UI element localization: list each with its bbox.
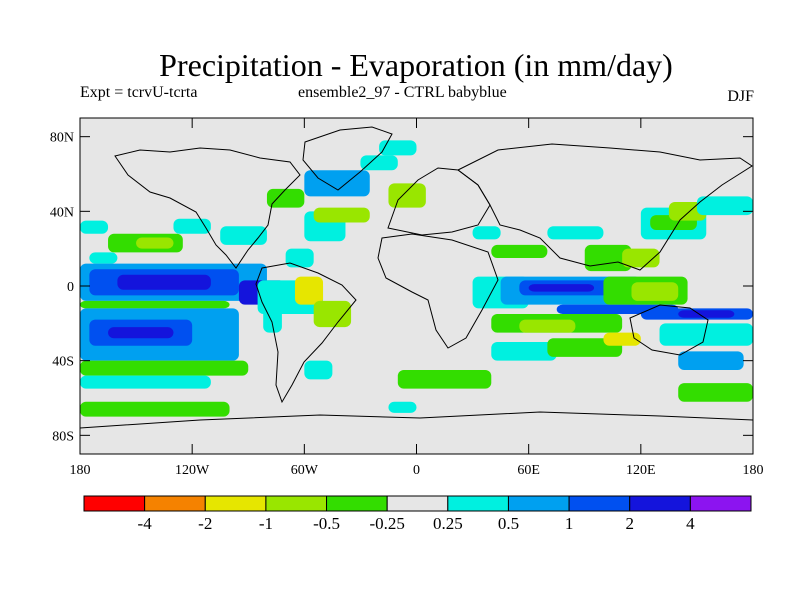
- field-cell-17: [263, 295, 282, 333]
- colorbar-swatch-7: [507, 495, 570, 512]
- field-cell-3: [136, 237, 174, 249]
- field-cell-40: [678, 310, 735, 318]
- coastline-australia: [629, 304, 709, 356]
- field-cell-1: [89, 252, 118, 264]
- field-cell-46: [659, 323, 753, 346]
- field-cell-57: [678, 383, 753, 402]
- field-cell-47: [678, 351, 744, 370]
- field-cell-45: [603, 332, 641, 346]
- field-cell-32: [472, 226, 501, 240]
- field-cell-56: [547, 226, 604, 240]
- colorbar-label-7: 1: [565, 514, 574, 533]
- field-cell-24: [304, 170, 370, 197]
- field-cell-30: [388, 401, 417, 413]
- field-cell-10: [80, 300, 230, 309]
- y-tick-label-3: 40S: [52, 355, 74, 370]
- colorbar-swatch-1: [144, 495, 206, 512]
- colorbar-label-3: -0.5: [313, 514, 340, 533]
- coastline-asia: [457, 143, 753, 271]
- colorbar: -4 -2 -1 -0.5 -0.25 0.25 0.5 1 2 4: [83, 495, 752, 533]
- field-cell-37: [528, 284, 595, 292]
- field-cell-29: [80, 401, 230, 417]
- colorbar-swatch-5: [386, 495, 449, 512]
- field-cell-42: [519, 319, 576, 333]
- colorbar-swatch-0: [83, 495, 146, 512]
- field-cell-8: [117, 274, 211, 290]
- coastlines: [79, 126, 754, 429]
- x-tick-label-5: 120E: [626, 463, 656, 478]
- y-tick-label-0: 80N: [50, 131, 74, 146]
- colorbar-label-0: -4: [138, 514, 153, 533]
- coastline-south-america: [255, 262, 357, 404]
- field-cell-31: [397, 370, 492, 389]
- field-cell-43: [491, 342, 557, 361]
- colorbar-swatch-10: [689, 495, 752, 512]
- field-cell-20: [285, 248, 314, 268]
- field-cell-51: [622, 248, 660, 268]
- x-tick-label-3: 0: [413, 463, 420, 478]
- colorbar-label-9: 4: [686, 514, 695, 533]
- subtitle-season: DJF: [727, 88, 754, 105]
- field-cell-18: [294, 276, 324, 305]
- coastline-greenland: [302, 126, 393, 191]
- colorbar-swatch-9: [629, 495, 691, 512]
- x-tick-label-6: 180: [743, 463, 764, 478]
- subtitle-ensemble: ensemble2_97 - CTRL babyblue: [298, 84, 507, 101]
- field-cell-19: [313, 300, 352, 328]
- field-cell-33: [491, 244, 548, 258]
- field-cell-5: [220, 226, 267, 245]
- subtitle-experiment: Expt = tcrvU-tcrta: [80, 84, 197, 101]
- field-cell-4: [173, 218, 211, 234]
- field-cell-14: [80, 360, 249, 376]
- latitude-axis: 80N 40N 0 40S 80S: [50, 131, 753, 444]
- colorbar-swatch-4: [326, 495, 388, 512]
- colorbar-label-1: -2: [198, 514, 212, 533]
- map-panel: 80N 40N 0 40S 80S 180 120W 60W 0 60E 120E 180: [50, 117, 764, 478]
- x-tick-label-2: 60W: [291, 463, 319, 478]
- coastline-africa: [377, 233, 499, 349]
- field-cell-22: [313, 207, 370, 223]
- colorbar-swatch-3: [265, 495, 328, 512]
- chart-title: Precipitation - Evaporation (in mm/day): [159, 47, 673, 83]
- field-cell-26: [379, 140, 417, 156]
- field-cell-55: [696, 196, 753, 216]
- colorbar-swatch-2: [204, 495, 267, 512]
- field-cell-25: [360, 155, 398, 171]
- field-cell-27: [388, 183, 426, 208]
- coastline-antarctica: [79, 411, 754, 429]
- colorbar-label-5: 0.25: [433, 514, 463, 533]
- field-cell-23: [266, 188, 305, 208]
- field-cell-13: [108, 327, 174, 339]
- x-tick-label-1: 120W: [175, 463, 210, 478]
- precip-field: [80, 140, 753, 417]
- colorbar-label-8: 2: [625, 514, 634, 533]
- y-tick-label-4: 80S: [52, 429, 74, 444]
- field-cell-50: [584, 244, 632, 272]
- longitude-axis: 180 120W 60W 0 60E 120E 180: [70, 118, 764, 478]
- field-cell-0: [80, 220, 109, 234]
- y-tick-label-2: 0: [67, 280, 74, 295]
- y-tick-label-1: 40N: [50, 205, 74, 220]
- field-cell-49: [631, 282, 679, 301]
- colorbar-swatch-8: [568, 495, 631, 512]
- colorbar-label-4: -0.25: [369, 514, 404, 533]
- colorbar-label-2: -1: [259, 514, 273, 533]
- colorbar-swatch-6: [447, 495, 509, 512]
- field-cell-44: [547, 338, 623, 357]
- colorbar-label-6: 0.5: [498, 514, 519, 533]
- x-tick-label-0: 180: [70, 463, 91, 478]
- field-cell-15: [80, 375, 211, 389]
- field-cell-28: [304, 360, 333, 380]
- coastline-north-america: [114, 147, 301, 269]
- x-tick-label-4: 60E: [517, 463, 540, 478]
